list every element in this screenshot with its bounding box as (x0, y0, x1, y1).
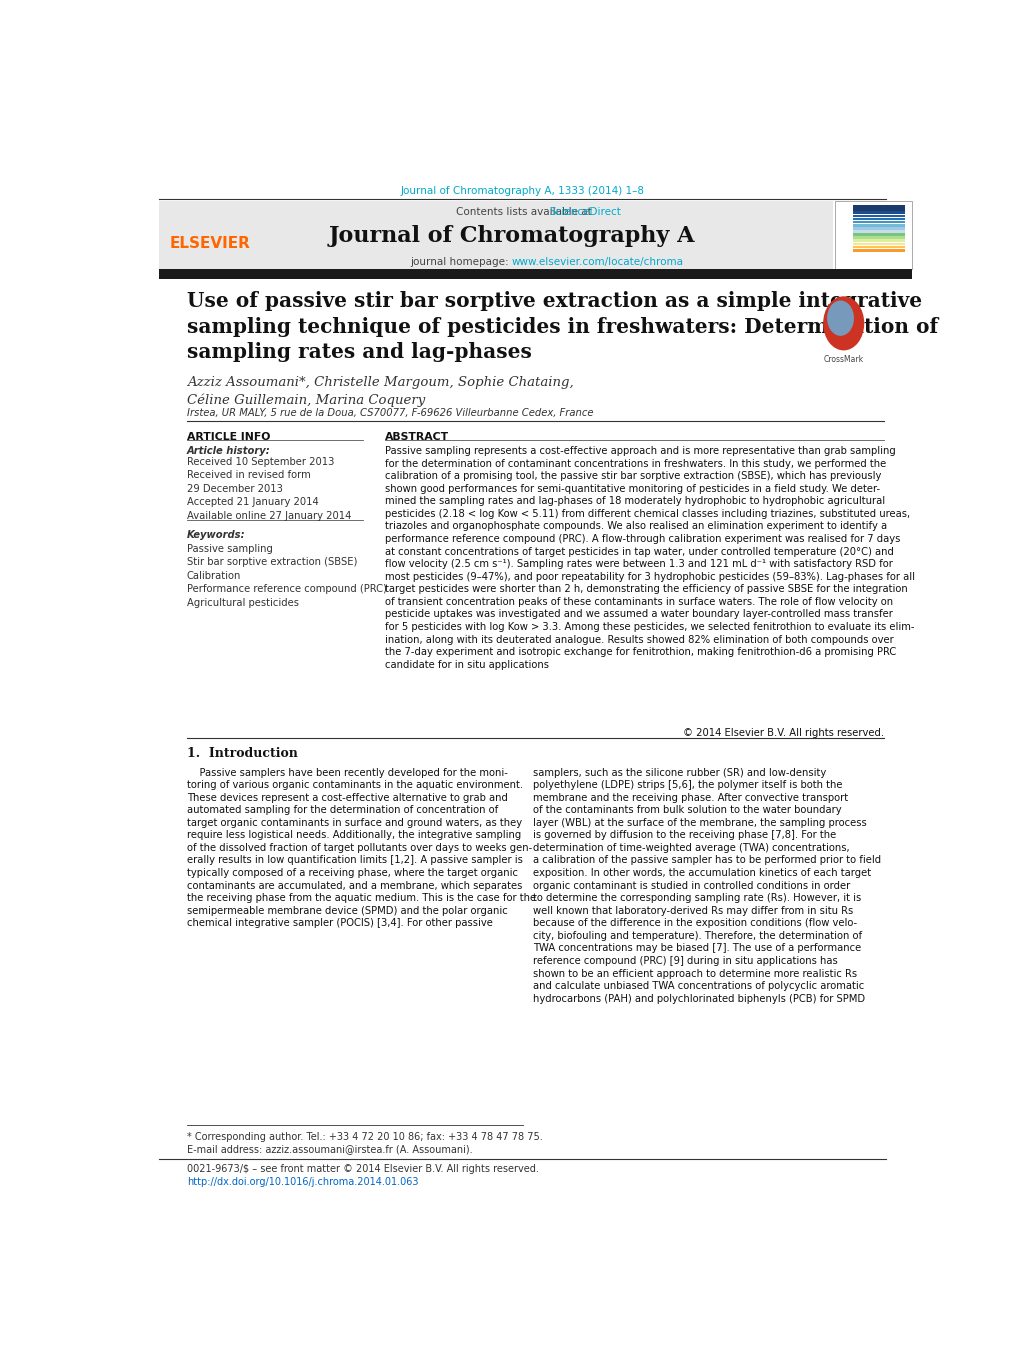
Text: Passive sampling: Passive sampling (186, 544, 272, 554)
Bar (852, 239, 904, 242)
Text: Journal of Chromatography A: Journal of Chromatography A (328, 224, 694, 246)
Text: Passive samplers have been recently developed for the moni-
toring of various or: Passive samplers have been recently deve… (186, 767, 535, 928)
Text: Passive sampling represents a cost-effective approach and is more representative: Passive sampling represents a cost-effec… (385, 446, 914, 670)
Text: Received in revised form: Received in revised form (186, 470, 310, 480)
Bar (852, 230, 904, 232)
Text: Irstea, UR MALY, 5 rue de la Doua, CS70077, F-69626 Villeurbanne Cedex, France: Irstea, UR MALY, 5 rue de la Doua, CS700… (186, 408, 593, 417)
Bar (852, 211, 904, 213)
Bar (852, 215, 904, 218)
Text: Agricultural pesticides: Agricultural pesticides (186, 598, 299, 608)
Bar (852, 205, 904, 208)
Text: Article history:: Article history: (186, 446, 270, 457)
Bar (852, 224, 904, 227)
Text: Performance reference compound (PRC): Performance reference compound (PRC) (186, 585, 386, 594)
Text: http://dx.doi.org/10.1016/j.chroma.2014.01.063: http://dx.doi.org/10.1016/j.chroma.2014.… (186, 1178, 418, 1188)
Text: ABSTRACT: ABSTRACT (385, 431, 449, 442)
Text: Stir bar sorptive extraction (SBSE): Stir bar sorptive extraction (SBSE) (186, 558, 357, 567)
Bar (852, 220, 904, 223)
Bar (852, 243, 904, 246)
Text: ELSEVIER: ELSEVIER (169, 236, 250, 251)
Text: Received 10 September 2013: Received 10 September 2013 (186, 457, 334, 466)
Text: Journal of Chromatography A, 1333 (2014) 1–8: Journal of Chromatography A, 1333 (2014)… (400, 186, 644, 196)
Bar (159, 269, 911, 278)
Text: © 2014 Elsevier B.V. All rights reserved.: © 2014 Elsevier B.V. All rights reserved… (682, 728, 883, 738)
Text: Use of passive stir bar sorptive extraction as a simple integrative
sampling tec: Use of passive stir bar sorptive extract… (186, 290, 937, 362)
Text: E-mail address: azziz.assoumani@irstea.fr (A. Assoumani).: E-mail address: azziz.assoumani@irstea.f… (186, 1144, 472, 1154)
Text: Azziz Assoumani*, Christelle Margoum, Sophie Chataing,
Céline Guillemain, Marina: Azziz Assoumani*, Christelle Margoum, So… (186, 377, 573, 407)
Bar (852, 208, 904, 211)
Text: Calibration: Calibration (186, 571, 240, 581)
Bar (159, 200, 832, 269)
Text: journal homepage:: journal homepage: (410, 257, 512, 266)
Circle shape (822, 296, 863, 350)
Text: ScienceDirect: ScienceDirect (549, 207, 621, 218)
Bar (852, 218, 904, 220)
Bar (835, 200, 911, 269)
Text: Keywords:: Keywords: (186, 531, 246, 540)
Text: 1.  Introduction: 1. Introduction (186, 747, 298, 759)
Bar (852, 227, 904, 230)
Circle shape (826, 300, 853, 336)
Text: 29 December 2013: 29 December 2013 (186, 484, 282, 493)
Text: ARTICLE INFO: ARTICLE INFO (186, 431, 270, 442)
Text: Available online 27 January 2014: Available online 27 January 2014 (186, 511, 351, 520)
Text: samplers, such as the silicone rubber (SR) and low-density
polyethylene (LDPE) s: samplers, such as the silicone rubber (S… (533, 767, 880, 1004)
Text: Accepted 21 January 2014: Accepted 21 January 2014 (186, 497, 318, 507)
Bar (852, 234, 904, 236)
Bar (852, 246, 904, 249)
Text: Contents lists available at: Contents lists available at (455, 207, 595, 218)
Bar (852, 249, 904, 251)
Text: 0021-9673/$ – see front matter © 2014 Elsevier B.V. All rights reserved.: 0021-9673/$ – see front matter © 2014 El… (186, 1165, 538, 1174)
Text: www.elsevier.com/locate/chroma: www.elsevier.com/locate/chroma (512, 257, 683, 266)
Bar (852, 236, 904, 239)
Text: * Corresponding author. Tel.: +33 4 72 20 10 86; fax: +33 4 78 47 78 75.: * Corresponding author. Tel.: +33 4 72 2… (186, 1132, 542, 1142)
Text: CrossMark: CrossMark (822, 354, 863, 363)
